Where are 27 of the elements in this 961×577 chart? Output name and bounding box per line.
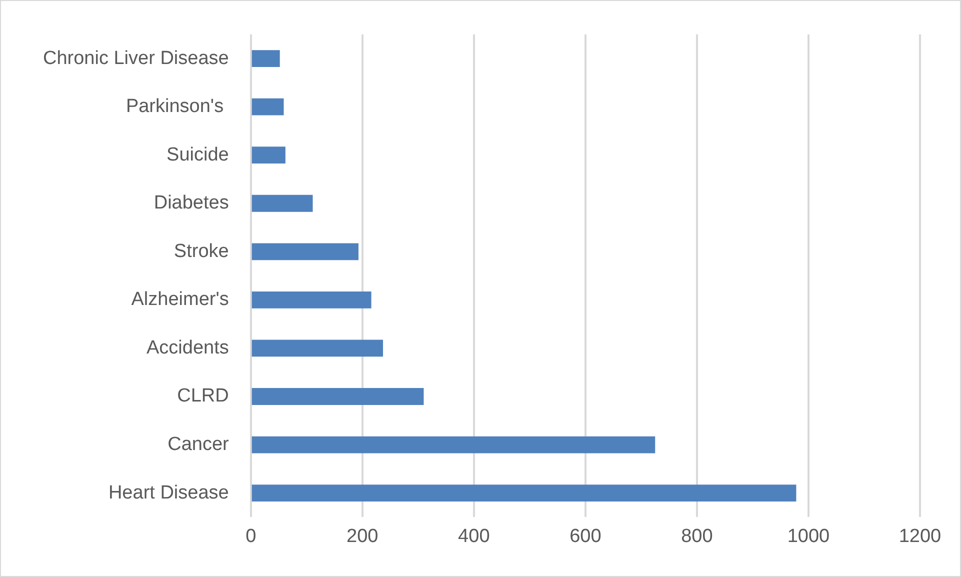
x-tick-label: 400 xyxy=(458,526,490,547)
y-tick-label: Cancer xyxy=(168,434,230,456)
bar xyxy=(252,291,372,308)
x-tick-label: 600 xyxy=(570,526,602,547)
bar xyxy=(252,146,286,164)
x-tick-label: 200 xyxy=(346,526,378,547)
y-tick-label: Suicide xyxy=(166,144,229,166)
x-tick-label: 1200 xyxy=(898,526,942,547)
y-tick-label: Heart Disease xyxy=(108,482,229,504)
y-tick-label: Diabetes xyxy=(154,192,229,214)
x-tick-label: 0 xyxy=(246,526,256,547)
bar xyxy=(252,436,656,454)
y-tick-label: Parkinson's xyxy=(126,96,229,118)
x-tick-label: 800 xyxy=(681,526,713,547)
y-tick-label: Chronic Liver Disease xyxy=(42,48,229,69)
y-tick-label: CLRD xyxy=(177,386,229,407)
bar xyxy=(252,98,284,116)
y-tick-label: Stroke xyxy=(174,240,229,262)
x-tick-label: 1000 xyxy=(787,526,830,547)
bar xyxy=(252,484,796,502)
bar xyxy=(252,243,358,260)
bar xyxy=(252,194,313,212)
bar xyxy=(252,340,384,357)
y-tick-label: Accidents xyxy=(146,337,229,358)
y-tick-label: Alzheimer's xyxy=(131,289,229,310)
bar xyxy=(252,50,280,67)
bar xyxy=(252,388,424,405)
